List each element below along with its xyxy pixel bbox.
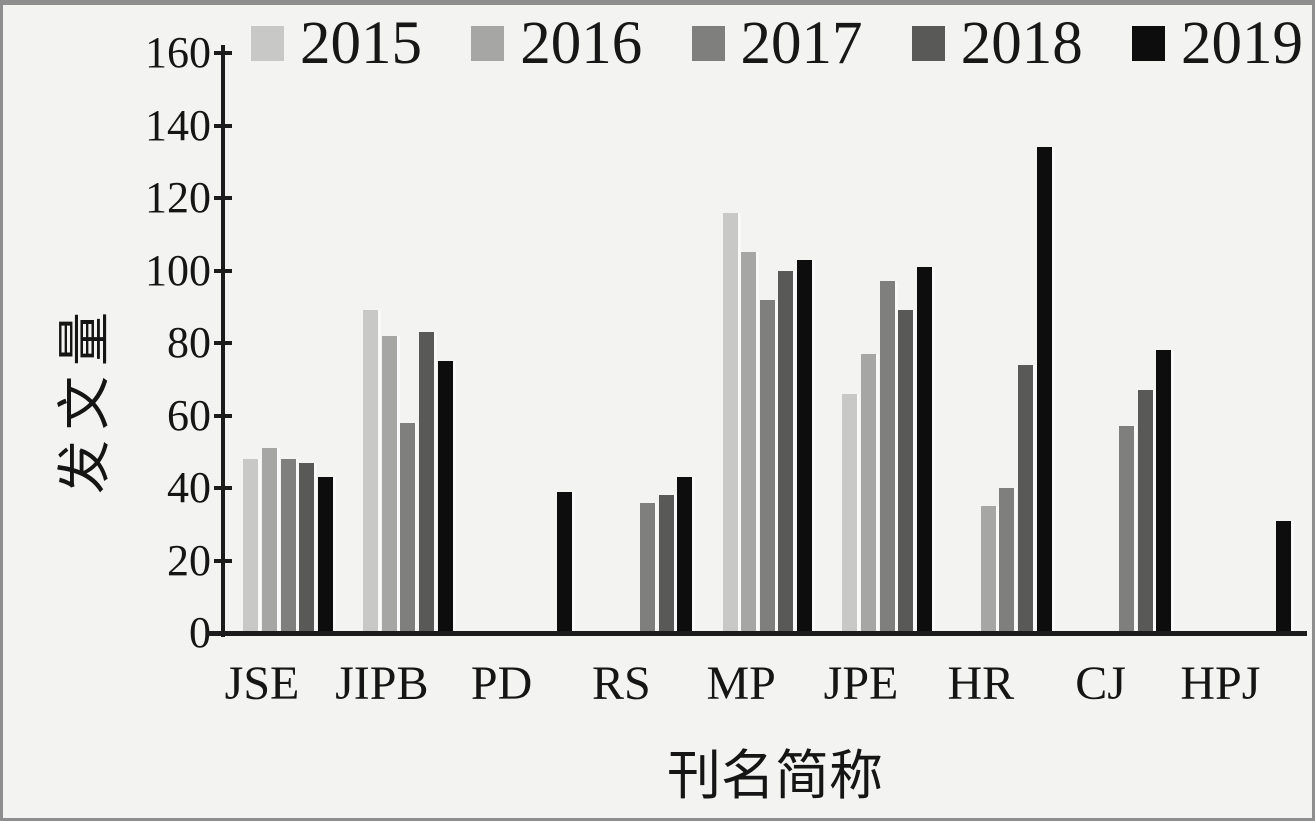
- y-tick-label-40: 40: [167, 463, 211, 512]
- x-category-label-JIPB: JIPB: [335, 657, 429, 710]
- bar-JPE-2018: [898, 310, 914, 633]
- legend-swatch-2016: [471, 25, 505, 61]
- bar-MP-2019: [796, 259, 812, 633]
- bar-HR-2019: [1036, 147, 1052, 633]
- legend-swatch-2015: [251, 25, 284, 61]
- bar-JIPB-2015: [363, 310, 379, 633]
- x-category-label-MP: MP: [706, 657, 776, 710]
- x-axis-title: 刊名简称: [667, 746, 883, 806]
- bar-MP-2015: [722, 212, 738, 633]
- legend-item-2016: 2016: [471, 13, 642, 74]
- y-tick-label-20: 20: [167, 535, 211, 585]
- bar-RS-2018: [658, 495, 674, 633]
- bar-JPE-2016: [860, 353, 876, 633]
- bar-JSE-2015: [243, 459, 259, 633]
- x-category-label-PD: PD: [470, 657, 533, 710]
- legend-item-2018: 2018: [911, 9, 1083, 77]
- bar-JPE-2017: [879, 281, 895, 633]
- x-category-label-HPJ: HPJ: [1180, 657, 1261, 710]
- bar-HR-2018: [1017, 364, 1033, 633]
- y-tick-label-100: 100: [145, 245, 211, 295]
- y-tick-label-120: 120: [145, 173, 211, 222]
- legend-swatch-2017: [691, 25, 725, 61]
- legend: 2015 2016 2017 2018 2019: [251, 11, 1303, 75]
- legend-label-2016: 2016: [520, 9, 643, 77]
- legend-label-2017: 2017: [740, 9, 863, 77]
- x-axis-line: [207, 631, 1307, 636]
- bar-HPJ-2019: [1276, 520, 1292, 633]
- bar-JPE-2019: [916, 266, 932, 633]
- bar-JSE-2019: [317, 477, 333, 633]
- y-tick-label-80: 80: [167, 318, 211, 367]
- bar-JIPB-2017: [400, 422, 416, 633]
- bar-CJ-2019: [1156, 350, 1172, 633]
- legend-label-2019: 2019: [1181, 9, 1303, 77]
- bar-RS-2019: [677, 477, 693, 633]
- legend-swatch-2018: [911, 25, 945, 61]
- x-category-label-JPE: JPE: [823, 657, 899, 710]
- bar-MP-2016: [741, 252, 757, 633]
- bar-RS-2017: [639, 502, 655, 633]
- y-tick-label-140: 140: [145, 100, 211, 150]
- legend-item-2019: 2019: [1132, 13, 1303, 74]
- bar-JSE-2017: [280, 459, 296, 633]
- bar-MP-2017: [759, 299, 775, 633]
- bar-JSE-2016: [261, 448, 277, 633]
- bar-JIPB-2019: [437, 361, 453, 633]
- bar-PD-2019: [557, 491, 573, 633]
- bar-JPE-2015: [842, 393, 858, 633]
- legend-swatch-2019: [1132, 25, 1165, 61]
- y-tick-label-160: 160: [145, 28, 211, 77]
- bar-MP-2018: [778, 270, 794, 633]
- x-category-label-JSE: JSE: [224, 657, 300, 710]
- legend-item-2017: 2017: [691, 9, 863, 77]
- y-tick-label-60: 60: [167, 390, 211, 440]
- bar-CJ-2017: [1119, 426, 1135, 633]
- bar-JIPB-2016: [381, 335, 397, 633]
- bar-chart: 2015 2016 2017 2018 2019 发文量 0 20 40 60 80 100 120…: [3, 5, 1312, 818]
- legend-item-2015: 2015: [251, 13, 422, 74]
- bar-JIPB-2018: [418, 332, 434, 633]
- x-category-label-HR: HR: [947, 657, 1015, 710]
- bar-JSE-2018: [299, 462, 315, 633]
- legend-label-2018: 2018: [960, 9, 1083, 77]
- y-axis-line: [221, 45, 225, 637]
- bar-HR-2016: [980, 506, 996, 633]
- x-category-label-CJ: CJ: [1075, 657, 1126, 710]
- x-category-label-RS: RS: [592, 657, 651, 710]
- y-tick-label-0: 0: [189, 608, 211, 657]
- bar-CJ-2018: [1137, 390, 1153, 633]
- bar-HR-2017: [999, 488, 1015, 633]
- legend-label-2015: 2015: [300, 9, 422, 77]
